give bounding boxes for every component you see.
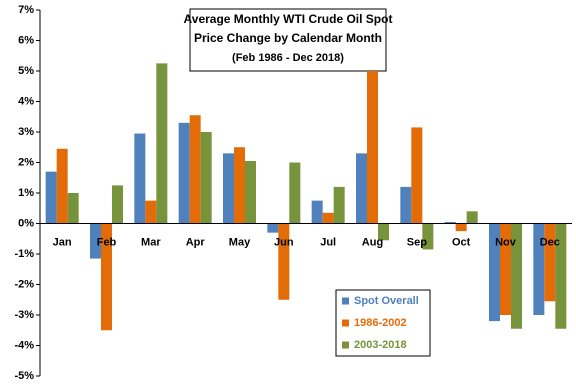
bar: [90, 223, 101, 259]
x-tick-label: Dec: [540, 236, 560, 248]
y-tick-label: 5%: [18, 65, 34, 77]
x-tick-label: Apr: [186, 236, 206, 248]
legend-label: 1986-2002: [354, 317, 407, 329]
bar: [234, 147, 245, 224]
bar: [367, 71, 378, 224]
bar: [400, 186, 412, 224]
bar: [56, 148, 68, 224]
bar: [422, 223, 434, 250]
x-tick-label: Jun: [274, 236, 294, 248]
x-tick-label: Mar: [141, 236, 161, 248]
bar: [411, 127, 423, 224]
legend-label: 2003-2018: [354, 339, 407, 351]
legend-swatch: [342, 341, 349, 349]
chart-title: Average Monthly WTI Crude Oil Spot: [184, 12, 393, 26]
y-tick-label: 7%: [18, 4, 34, 16]
bar: [333, 186, 345, 224]
bar: [189, 115, 201, 224]
bar: [555, 223, 567, 329]
y-tick-label: -5%: [14, 370, 34, 382]
bar: [267, 223, 279, 233]
x-tick-label: Feb: [97, 236, 117, 248]
title-box: [189, 8, 387, 72]
x-tick-label: Sep: [407, 236, 427, 248]
bar: [178, 122, 190, 224]
y-tick-label: 2%: [18, 156, 34, 168]
bar: [278, 223, 290, 300]
legend-label: Spot Overall: [354, 295, 419, 307]
chart-subtitle: (Feb 1986 - Dec 2018): [232, 52, 344, 64]
y-tick-label: -3%: [14, 309, 34, 321]
y-tick-label: -4%: [14, 339, 34, 351]
y-tick-label: -2%: [14, 278, 34, 290]
bar: [544, 223, 556, 302]
bar: [134, 133, 146, 224]
bar: [455, 223, 467, 232]
chart-title: Price Change by Calendar Month: [194, 31, 382, 45]
bar: [156, 63, 168, 224]
bar: [223, 153, 234, 224]
y-tick-label: 6%: [18, 34, 34, 46]
bar: [511, 223, 522, 329]
x-tick-label: Jul: [320, 236, 336, 248]
bar: [245, 160, 256, 224]
y-tick-label: -1%: [14, 248, 34, 260]
y-tick-label: 3%: [18, 126, 34, 138]
bar: [444, 221, 456, 224]
bar: [466, 211, 478, 224]
y-tick-label: 1%: [18, 187, 34, 199]
y-tick-label: 0%: [18, 217, 34, 229]
bar: [45, 171, 57, 224]
x-tick-label: May: [229, 236, 251, 248]
bar: [322, 212, 334, 224]
bar: [311, 200, 323, 224]
bar: [500, 223, 511, 315]
x-tick-label: Jan: [53, 236, 72, 248]
bar: [101, 223, 112, 331]
bar: [112, 185, 123, 224]
legend-box: [335, 289, 431, 357]
bar: [378, 223, 389, 241]
y-tick-label: 4%: [18, 95, 34, 107]
x-tick-label: Nov: [495, 236, 517, 248]
x-tick-label: Aug: [362, 236, 383, 248]
bar: [489, 223, 500, 322]
legend-swatch: [342, 297, 349, 305]
bar: [145, 200, 157, 224]
x-tick-label: Oct: [452, 236, 471, 248]
bar: [356, 153, 367, 224]
bar: [289, 162, 301, 224]
bar: [533, 223, 545, 315]
legend-swatch: [342, 319, 349, 327]
bar: [200, 132, 212, 224]
bar: [67, 193, 79, 224]
